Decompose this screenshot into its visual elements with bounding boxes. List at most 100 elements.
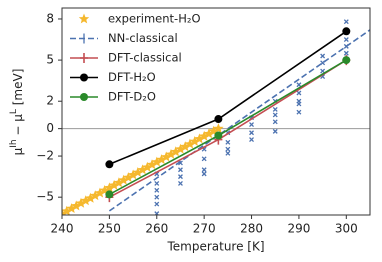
star-marker <box>165 148 177 159</box>
star-marker <box>132 167 143 177</box>
star-marker <box>137 164 148 175</box>
sample-marker <box>320 53 326 59</box>
star-marker <box>127 169 139 180</box>
plot <box>62 19 370 215</box>
sample-marker <box>296 82 302 88</box>
star-marker <box>85 192 96 203</box>
y-label-sup: L <box>9 109 19 114</box>
point <box>342 27 351 36</box>
star-marker <box>62 205 72 215</box>
x-axis-label: Temperature [K] <box>166 240 264 254</box>
sample-marker <box>201 156 207 162</box>
point <box>214 115 223 124</box>
star-marker <box>104 182 115 193</box>
y-tick-label: 8 <box>46 11 54 25</box>
y-label-part: μ <box>11 147 25 155</box>
y-tick-label: 0 <box>46 121 54 135</box>
sample-marker <box>154 194 160 200</box>
y-tick-label: −2 <box>36 149 54 163</box>
sample-marker <box>343 50 349 56</box>
star-marker <box>94 187 106 198</box>
sample-marker <box>296 90 302 96</box>
star-marker <box>198 130 210 141</box>
star-marker <box>161 151 172 162</box>
y-tick-label: 2 <box>46 94 54 108</box>
legend-marker <box>78 13 90 24</box>
star-marker <box>71 200 82 211</box>
x-tick-label: 270 <box>193 222 216 236</box>
point <box>342 56 351 65</box>
x-tick-label: 300 <box>335 222 358 236</box>
star-marker <box>151 156 162 167</box>
star-marker <box>123 172 134 182</box>
x-tick-label: 280 <box>240 222 263 236</box>
legend-label: experiment-H₂O <box>108 12 201 26</box>
sample-marker <box>225 139 231 145</box>
sample-marker <box>296 101 302 107</box>
x-tick-label: 260 <box>145 222 168 236</box>
sample-marker <box>249 122 254 127</box>
legend-label: NN-classical <box>108 31 178 45</box>
sample-marker <box>154 201 160 207</box>
star-marker <box>113 177 125 188</box>
sample-marker <box>201 171 207 177</box>
sample-marker <box>154 187 160 193</box>
point <box>105 160 114 169</box>
sample-marker <box>272 112 278 118</box>
sample-marker <box>178 181 183 186</box>
sample-marker <box>225 146 231 152</box>
star-marker <box>99 185 110 195</box>
sample-marker <box>178 167 183 173</box>
x-tick-label: 240 <box>51 222 74 236</box>
star-marker <box>146 159 158 170</box>
star-marker <box>180 141 191 152</box>
y-tick-label: −5 <box>36 190 54 204</box>
star-marker <box>156 154 167 165</box>
sample-marker <box>178 174 183 180</box>
star-marker <box>142 161 153 172</box>
star-marker <box>213 123 224 134</box>
legend-marker <box>80 73 88 82</box>
star-marker <box>75 197 87 208</box>
series-line <box>108 29 370 212</box>
plot-frame <box>61 7 371 216</box>
y-tick-label: 5 <box>46 53 54 67</box>
legend-label: DFT-H₂O <box>108 70 156 84</box>
point <box>105 190 114 199</box>
star-marker <box>175 143 186 154</box>
star-marker <box>108 179 120 190</box>
legend-label: DFT-classical <box>108 51 182 65</box>
star-marker <box>203 128 215 139</box>
sample-marker <box>343 37 349 42</box>
star-marker <box>194 133 205 144</box>
star-marker <box>118 174 129 185</box>
sample-marker <box>249 130 254 136</box>
star-marker <box>62 208 68 215</box>
star-marker <box>170 146 181 157</box>
legend-marker <box>80 93 88 101</box>
star-marker <box>189 136 200 146</box>
y-label-part: [meV] <box>11 69 25 109</box>
legend-label: DFT-D₂O <box>108 90 156 104</box>
sample-marker <box>272 119 278 125</box>
star-marker <box>66 203 77 213</box>
sample-marker <box>272 128 278 134</box>
sample-marker <box>154 181 160 186</box>
y-axis-label: μIh − μL [meV] <box>9 69 25 156</box>
sample-marker <box>296 109 302 115</box>
sample-marker <box>225 150 231 156</box>
star-marker <box>89 190 101 201</box>
sample-marker <box>272 106 278 112</box>
point <box>214 131 223 140</box>
star-marker <box>208 125 219 136</box>
star-marker <box>80 195 91 206</box>
y-label-part: − μ <box>11 114 25 140</box>
sample-marker <box>249 137 254 143</box>
sample-marker <box>343 19 349 25</box>
x-tick-label: 250 <box>98 222 121 236</box>
star-marker <box>184 138 196 149</box>
x-tick-label: 290 <box>287 222 310 236</box>
legend-marker <box>80 53 88 63</box>
sample-marker <box>201 167 207 173</box>
